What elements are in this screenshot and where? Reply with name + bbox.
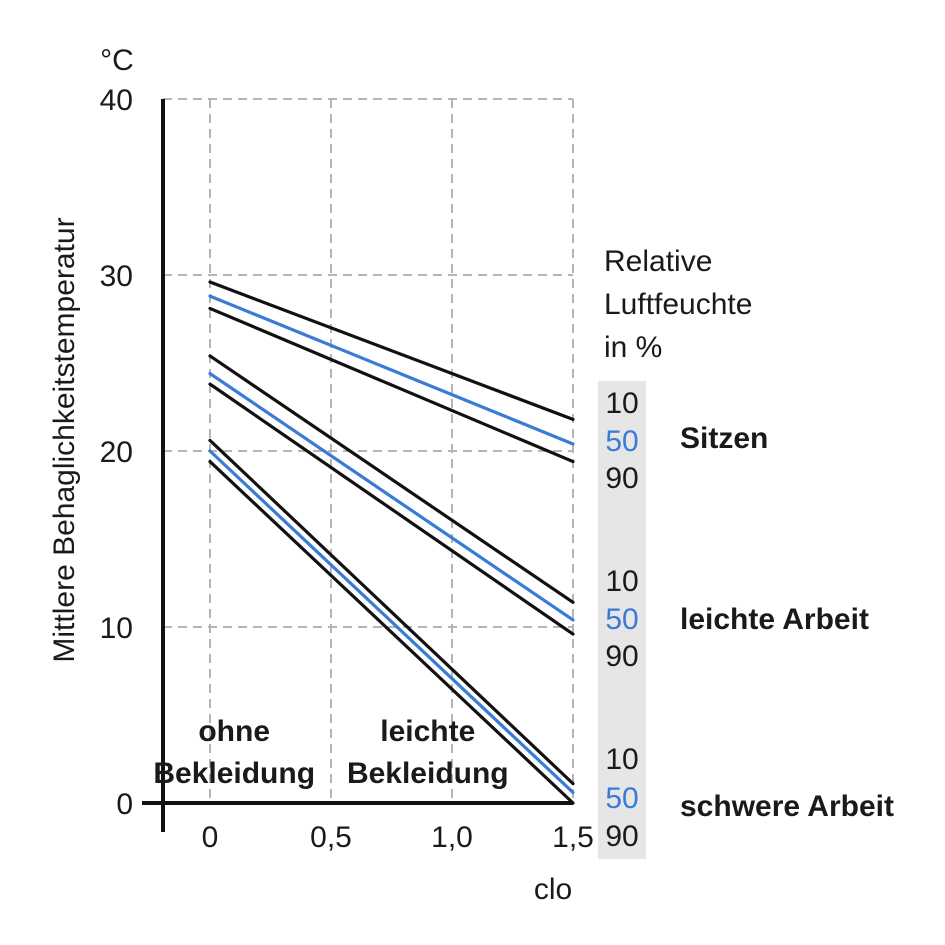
x-axis-title: clo (534, 873, 572, 906)
humidity-title-line: in % (604, 331, 662, 364)
clothing-label-line: Bekleidung (347, 757, 509, 790)
series-line (208, 371, 575, 622)
x-tick-label: 0,5 (310, 821, 352, 854)
activity-label: leichte Arbeit (680, 603, 869, 636)
humidity-title-line: Relative (604, 245, 712, 278)
axes (142, 99, 573, 832)
labels: 0 10 20 30 40 0 0,5 1,0 1,5 °C clo Mittlere Behagli… (48, 44, 894, 906)
series-line (208, 449, 575, 795)
series-lines (208, 280, 575, 805)
humidity-value-label: 50 (605, 425, 638, 458)
y-tick-label: 40 (100, 84, 133, 117)
series-line (208, 306, 575, 464)
humidity-value-label: 10 (605, 387, 638, 420)
y-unit-label: °C (100, 44, 134, 77)
humidity-value-label: 90 (605, 462, 638, 495)
humidity-title-line: Luftfeuchte (604, 288, 752, 321)
humidity-value-label: 50 (605, 782, 638, 815)
clothing-label-line: Bekleidung (153, 757, 315, 790)
y-tick-label: 10 (100, 612, 133, 645)
x-tick-label: 1,0 (431, 821, 473, 854)
x-tick-label: 1,5 (552, 821, 594, 854)
y-tick-label: 20 (100, 436, 133, 469)
grid-lines (163, 98, 574, 803)
clothing-label-line: leichte (380, 715, 475, 748)
series-line (208, 294, 575, 446)
series-line (208, 354, 575, 604)
clothing-label-line: ohne (198, 715, 270, 748)
series-line (208, 280, 575, 421)
y-tick-label: 30 (100, 260, 133, 293)
humidity-value-label: 90 (605, 820, 638, 853)
humidity-value-label: 50 (605, 603, 638, 636)
activity-label: Sitzen (680, 422, 768, 455)
humidity-label-band (598, 381, 646, 859)
series-line (208, 382, 575, 636)
humidity-value-label: 90 (605, 640, 638, 673)
y-axis-title: Mittlere Behaglichkeitstemperatur (48, 217, 81, 662)
humidity-value-label: 10 (605, 565, 638, 598)
humidity-value-label: 10 (605, 743, 638, 776)
activity-label: schwere Arbeit (680, 790, 894, 823)
series-line (208, 438, 575, 786)
series-line (208, 459, 575, 805)
x-tick-label: 0 (202, 821, 219, 854)
y-tick-label: 0 (116, 788, 133, 821)
